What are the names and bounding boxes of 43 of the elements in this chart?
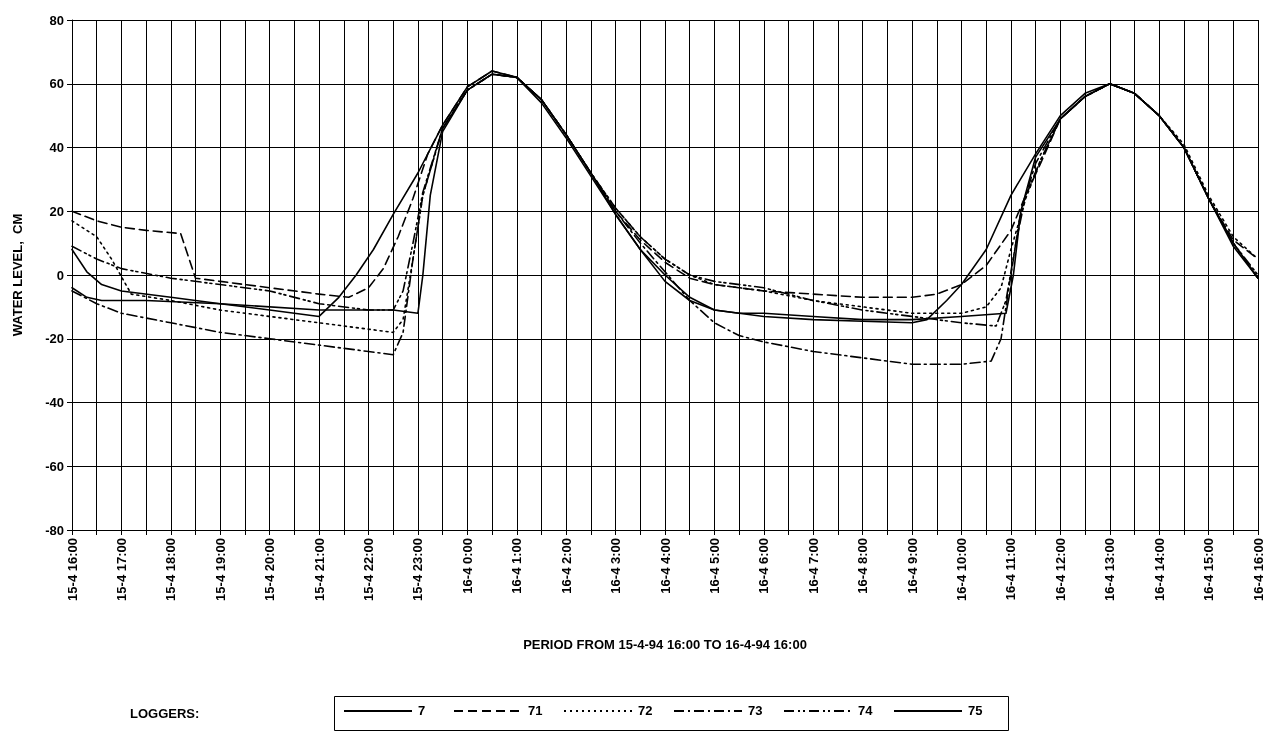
x-tick-label: 15-4 16:00: [64, 538, 80, 601]
x-tick-label: 16-4 15:00: [1201, 538, 1217, 601]
x-tick-label: 16-4 11:00: [1003, 538, 1019, 601]
x-tick-label: 15-4 19:00: [212, 538, 228, 601]
x-tick-label: 15-4 17:00: [113, 538, 129, 601]
x-tick-label: 16-4 0:00: [459, 538, 475, 594]
x-tick-label: 16-4 4:00: [657, 538, 673, 594]
x-tick-label: 15-4 18:00: [163, 538, 179, 601]
y-tick-label: 40: [49, 140, 64, 155]
x-tick-label: 16-4 5:00: [706, 538, 722, 594]
x-tick-label: 16-4 6:00: [756, 538, 772, 594]
x-tick-label: 15-4 21:00: [311, 538, 327, 601]
y-tick-label: -80: [45, 522, 64, 538]
legend-label: 73: [748, 703, 763, 718]
legend-label: 72: [638, 703, 653, 718]
legend-label: 71: [528, 703, 543, 718]
x-tick-label: 16-4 13:00: [1102, 538, 1118, 601]
x-tick-label: 16-4 9:00: [904, 538, 920, 594]
x-axis-title: PERIOD FROM 15-4-94 16:00 TO 16-4-94 16:00: [523, 637, 807, 652]
x-tick-label: 16-4 14:00: [1151, 538, 1167, 601]
x-tick-label: 15-4 22:00: [361, 538, 376, 601]
y-tick-label: 0: [56, 267, 64, 283]
y-tick-label: 20: [49, 203, 64, 219]
y-tick-label: -40: [45, 395, 64, 410]
x-tick-label: 16-4 3:00: [608, 538, 624, 594]
x-tick-label: 16-4 1:00: [509, 538, 525, 594]
x-tick-label: 15-4 23:00: [410, 538, 426, 601]
x-tick-label: 15-4 20:00: [262, 538, 278, 601]
y-tick-label: -20: [45, 331, 64, 347]
x-tick-label: 16-4 7:00: [805, 538, 821, 594]
x-tick-label: 16-4 16:00: [1250, 538, 1266, 601]
y-tick-label: 80: [49, 12, 64, 28]
legend-title: LOGGERS:: [130, 706, 200, 721]
legend-label: 75: [968, 703, 983, 718]
x-tick-label: 16-4 2:00: [558, 538, 574, 594]
x-tick-label: 16-4 12:00: [1052, 538, 1068, 601]
y-axis-title: WATER LEVEL, CM: [10, 213, 25, 337]
x-tick-label: 16-4 10:00: [954, 538, 969, 601]
y-tick-label: -60: [45, 458, 64, 474]
x-tick-label: 16-4 8:00: [855, 538, 871, 594]
legend-label: 74: [858, 703, 874, 718]
y-tick-label: 60: [49, 76, 64, 92]
legend-label: 7: [418, 703, 426, 718]
